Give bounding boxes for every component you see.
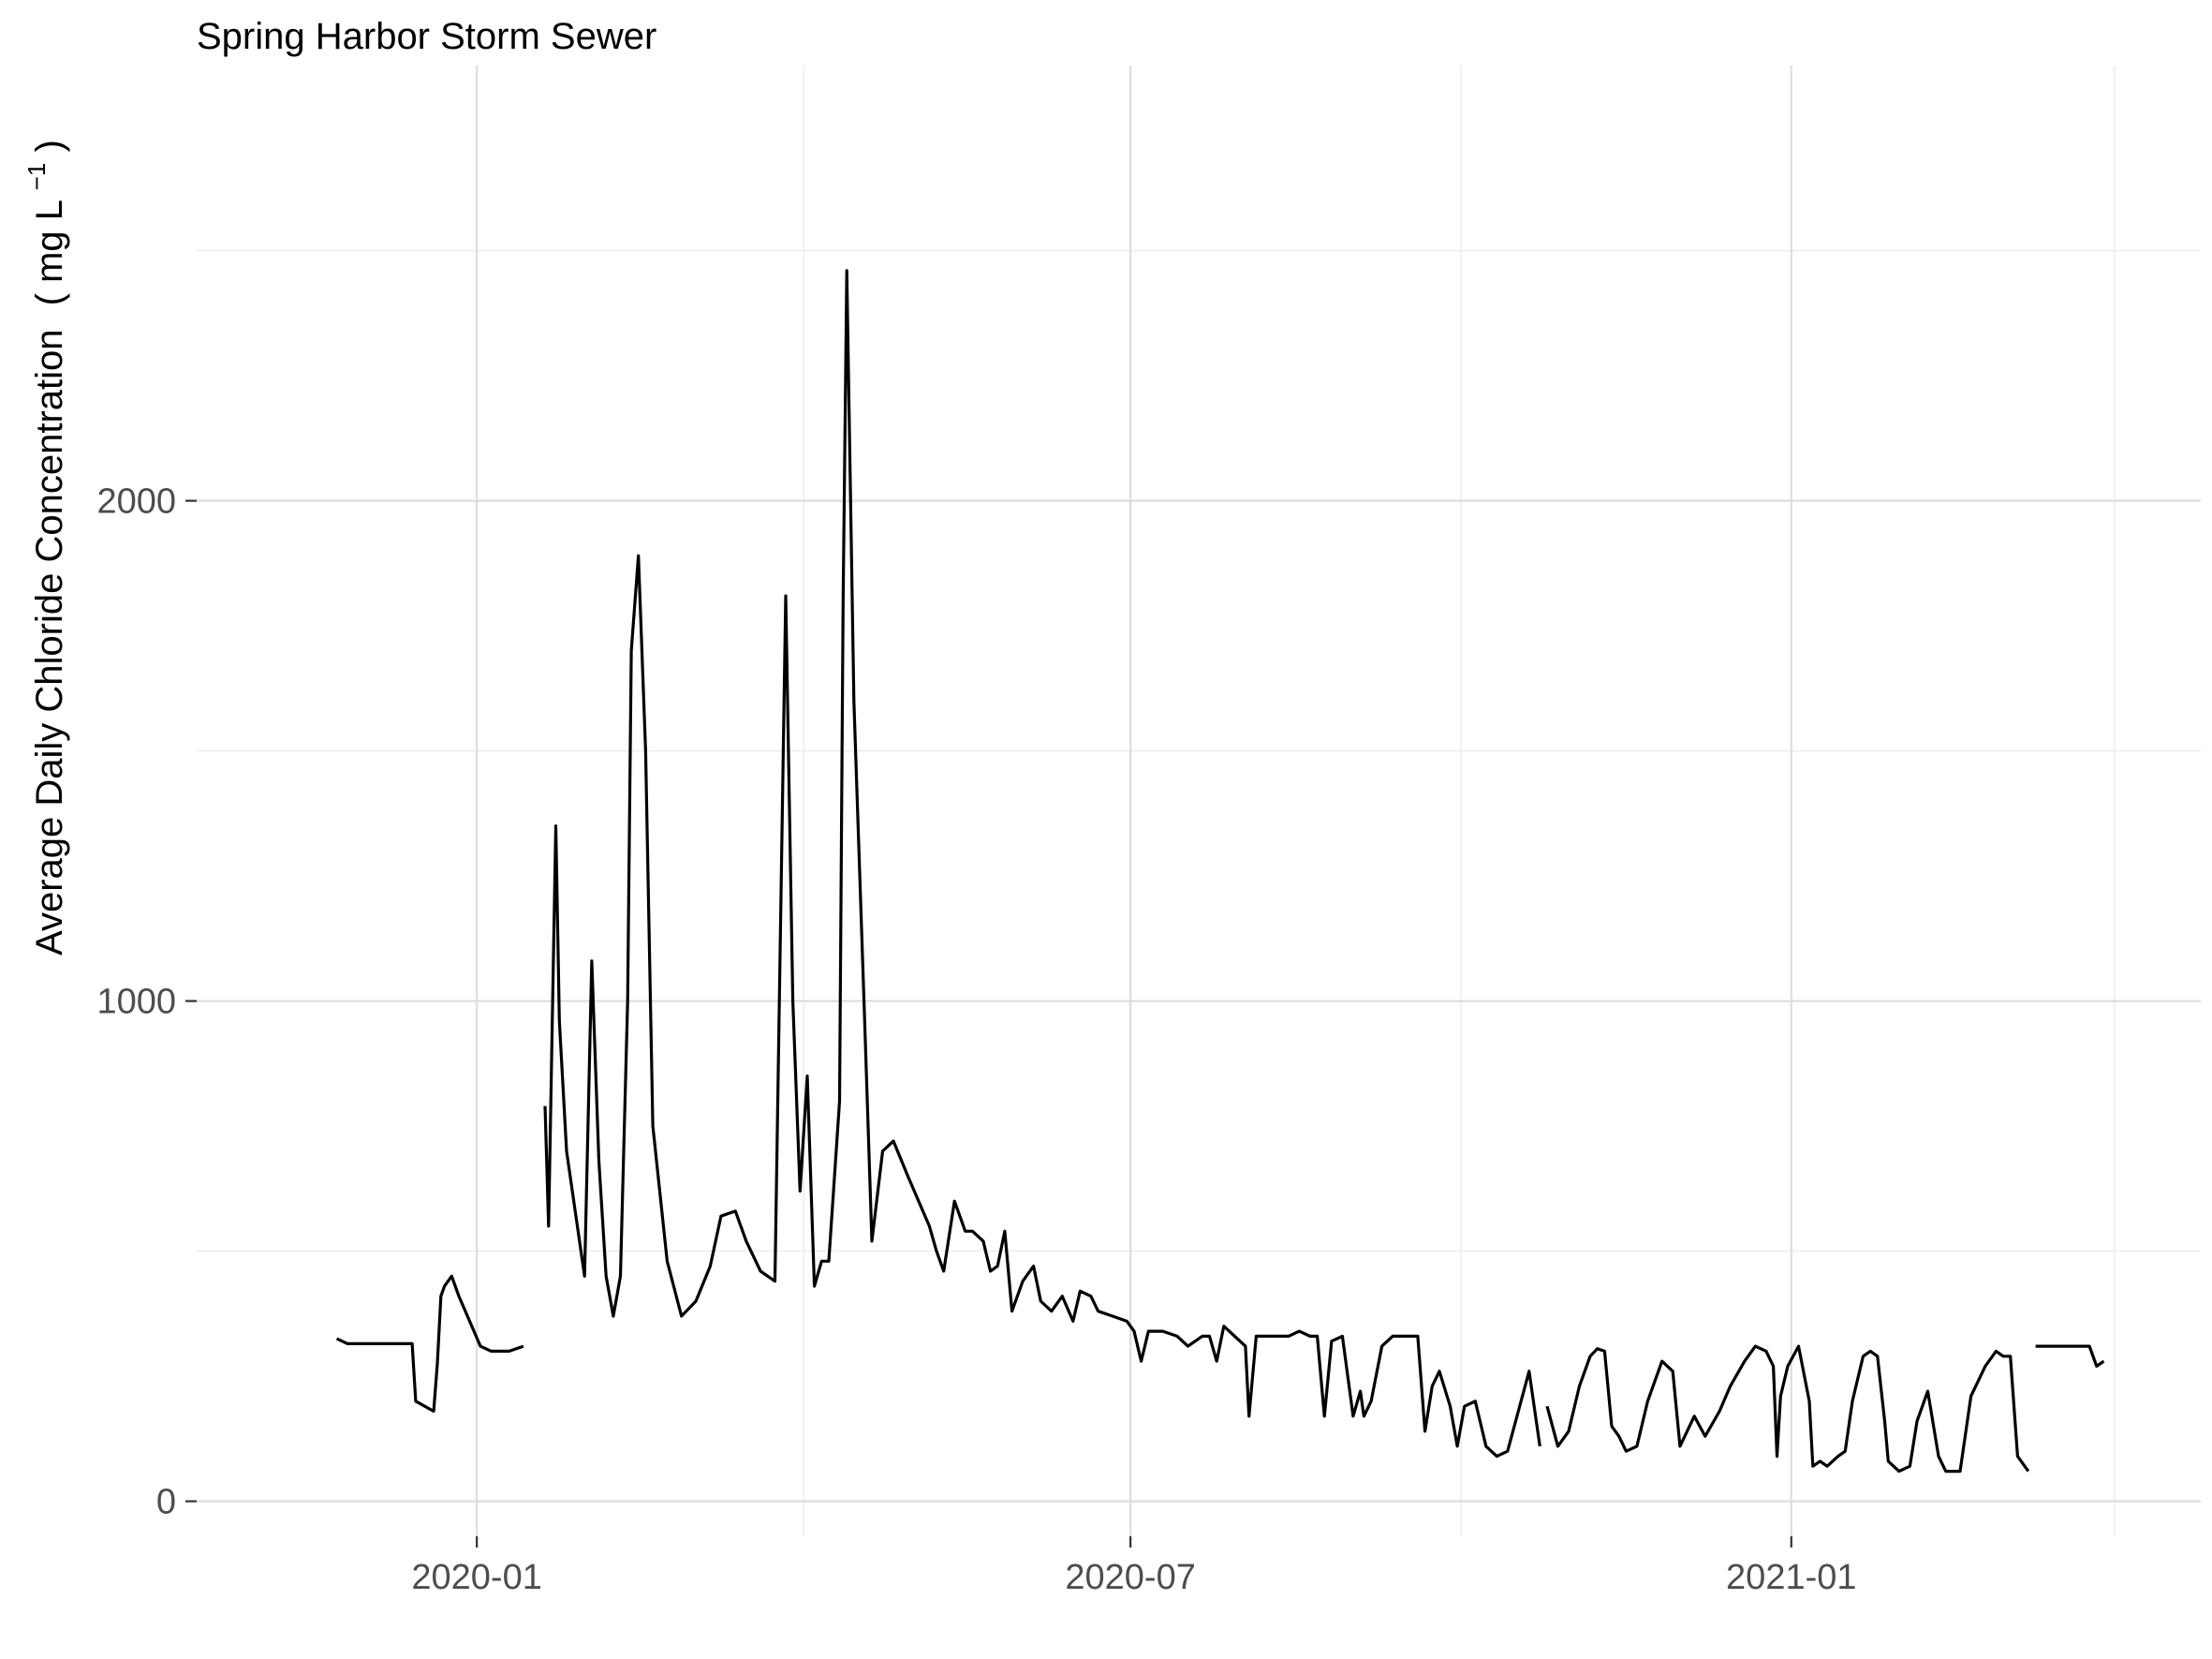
x-tick-label-2: 2021-01 [1726,1558,1856,1597]
series-segment-1 [543,269,1541,1459]
axis-ticks [185,499,1792,1548]
x-axis-tick-labels: 2020-01 2020-07 2021-01 [411,1558,1856,1597]
series-segment-0 [335,1274,524,1414]
y-axis-unit-close: ) [29,140,70,152]
chart-title: Spring Harbor Storm Sewer [197,16,656,57]
chloride-series [335,269,2105,1474]
x-tick-label-0: 2020-01 [411,1558,541,1597]
y-axis-title-text: Average Daily Chloride Concentration [29,329,70,955]
y-axis-unit-superscript: −1 [22,163,51,191]
y-axis-unit-base: mg L [29,200,70,283]
minor-gridlines [197,66,2201,1536]
series-segment-3 [2035,1344,2105,1368]
y-axis-tick-labels: 0 1000 2000 [96,482,176,1522]
y-tick-label-1: 1000 [96,983,176,1022]
series-segment-2 [1545,1344,2030,1474]
y-axis-unit-open: ( [29,292,70,305]
x-tick-label-1: 2020-07 [1065,1558,1195,1597]
y-tick-label-2: 2000 [96,482,176,522]
major-gridlines [197,66,2201,1536]
y-axis-title: Average Daily Chloride Concentration ( m… [12,140,70,955]
y-tick-label-0: 0 [156,1483,176,1522]
